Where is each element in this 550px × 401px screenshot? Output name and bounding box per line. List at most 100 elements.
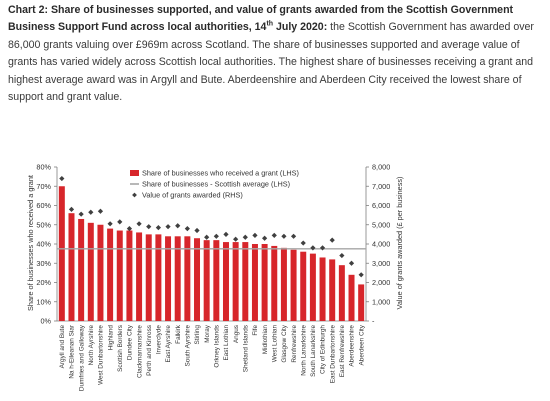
left-tick-label: 50% [36,220,51,229]
category-label: Fife [252,325,259,336]
category-label: Shetland Islands [242,325,249,372]
value-marker [175,223,181,229]
left-tick-label: 80% [36,163,51,172]
right-tick-label: 7,000 [372,182,390,191]
left-tick-label: 30% [36,259,51,268]
value-marker [107,221,113,227]
legend-swatch-bar [130,170,139,176]
bar [97,224,104,321]
category-label: Na h-Eileanan Siar [69,324,76,379]
value-marker [233,236,239,242]
value-marker [194,227,200,234]
bar [290,249,297,321]
left-tick-label: 0% [40,317,51,326]
category-label: East Dunbartonshire [329,325,336,384]
value-marker [155,225,161,231]
category-label: Dundee City [127,324,134,360]
category-label: Orkney Islands [214,325,221,368]
y-axis-label-left: Share of businesses who received a grant [26,175,35,311]
left-tick-label: 70% [36,182,51,191]
value-marker [184,226,190,232]
bar [107,228,114,321]
bar [271,245,278,321]
bar [261,244,268,321]
bar [145,234,152,321]
category-label: North Lanarkshire [300,325,307,376]
value-marker [88,209,94,215]
category-label: Clackmannanshire [136,325,143,378]
value-marker [126,226,133,232]
right-tick-label: 5,000 [372,220,390,229]
category-label: Aberdeenshire [349,325,356,367]
bar [242,242,249,321]
value-marker [252,232,258,238]
category-label: Renfrewshire [291,325,298,363]
category-label: Glasgow City [281,324,288,362]
category-label: Argyll and Bute [59,325,66,369]
value-marker [204,234,210,240]
bar [165,236,172,321]
category-label: West Dunbartonshire [98,325,105,385]
value-marker [319,245,326,251]
bar [222,242,229,321]
bar [174,236,181,321]
value-marker [68,206,75,212]
right-axis: - 1,000 2,000 3,000 4,000 5,000 6,000 7,000 8,00… [365,163,390,326]
x-axis-labels: Argyll and Bute Na h-Eileanan Siar Dumfrie… [59,324,365,391]
bar [251,244,258,321]
bar [329,259,336,321]
value-marker [146,224,152,230]
value-markers [59,175,364,278]
bar [184,236,191,321]
bar [319,257,326,321]
bar [358,284,365,321]
left-tick-label: 60% [36,201,51,210]
value-marker [271,232,277,238]
category-label: Angus [233,325,240,343]
right-tick-label: 6,000 [372,201,390,210]
right-tick-label: 1,000 [372,297,390,306]
legend: Share of businesses who received a grant… [130,169,299,200]
left-tick-label: 10% [36,297,51,306]
category-label: Inverclyde [156,325,163,355]
value-marker [136,221,142,227]
y-axis-label-right: Value of grants awarded (£ per business) [395,177,404,310]
category-label: Stirling [194,325,201,345]
legend-label-line: Share of businesses - Scottish average (… [142,180,290,189]
value-marker [329,237,335,243]
bar [68,213,75,321]
right-tick-label: - [372,317,375,326]
legend-label-marker: Value of grants awarded (RHS) [142,191,243,200]
category-label: West Lothian [271,325,278,363]
value-marker [358,272,364,278]
bar [348,274,355,321]
bar [78,218,85,321]
bar [58,186,65,321]
left-tick-label: 20% [36,278,51,287]
category-label: South Ayrshire [185,325,192,367]
legend-swatch-marker [132,192,137,198]
category-label: Highland [107,325,114,351]
value-marker [339,252,345,259]
category-label: East Ayrshire [165,325,172,363]
value-marker [213,233,219,239]
bar [338,265,345,321]
value-marker [281,233,287,239]
value-marker [290,233,297,239]
value-marker [223,231,229,237]
bar [213,240,220,321]
category-label: South Lanarkshire [310,325,317,377]
category-label: Moray [204,324,211,343]
value-marker [262,235,268,241]
value-marker [117,219,123,225]
value-marker [165,224,171,230]
bar [232,242,239,321]
category-label: East Lothian [223,325,230,361]
bar [203,240,210,321]
bar [194,238,201,321]
bar [87,222,94,321]
bars [58,186,365,321]
bar [136,232,143,321]
value-marker [242,234,248,240]
